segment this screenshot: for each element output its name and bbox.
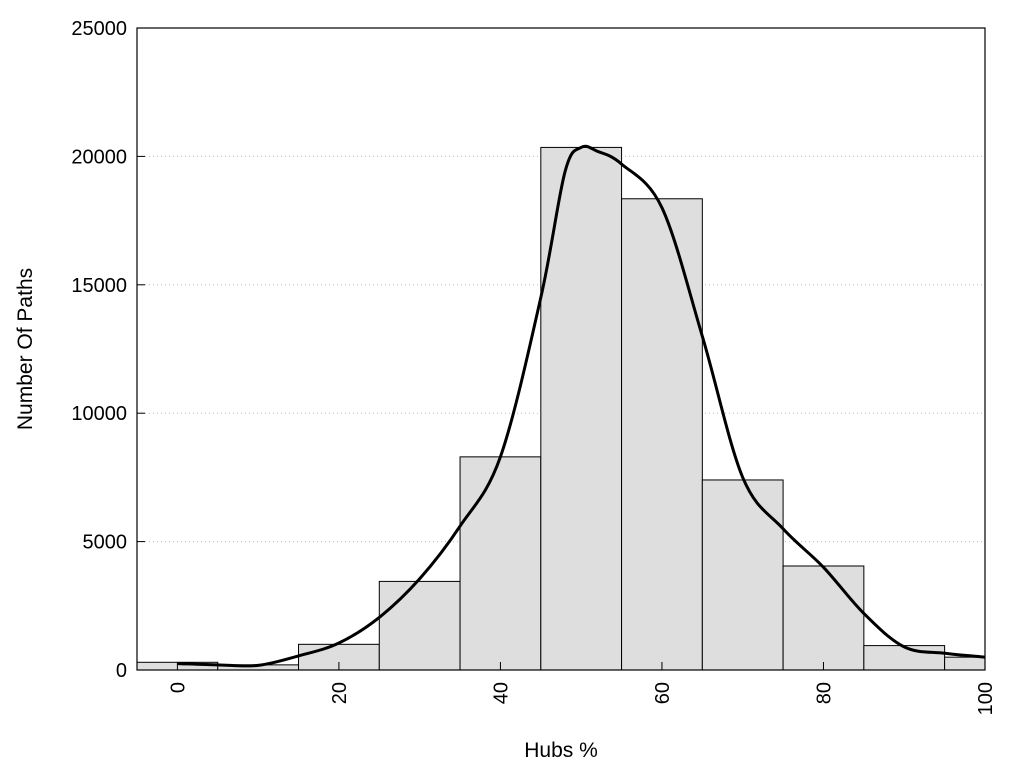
x-tick-label: 20 <box>329 682 351 704</box>
histogram-bar <box>540 146 623 671</box>
x-tick-label: 100 <box>975 682 997 715</box>
x-axis-ticks: 0 20 40 60 80 100 <box>167 662 997 715</box>
x-tick-label: 80 <box>813 682 835 704</box>
histogram-bar <box>621 198 703 671</box>
histogram-bar <box>944 656 986 671</box>
histogram-bar <box>863 645 946 671</box>
y-axis-label: Number Of Paths <box>14 268 37 430</box>
histogram-bar <box>378 580 461 671</box>
y-tick-label: 0 <box>116 660 127 682</box>
y-tick-label: 15000 <box>71 275 127 297</box>
y-axis-ticks: 0 5000 10000 15000 20000 25000 <box>71 18 145 682</box>
plot-frame <box>136 27 986 671</box>
y-tick-label: 20000 <box>71 146 127 168</box>
histogram-bars <box>136 146 986 671</box>
histogram-bar <box>459 456 542 671</box>
density-curve <box>177 144 986 668</box>
y-tick-label: 10000 <box>71 403 127 425</box>
y-tick-label: 25000 <box>71 18 127 40</box>
histogram-bar <box>782 565 865 671</box>
histogram-bar <box>701 479 784 671</box>
x-tick-label: 0 <box>167 682 189 693</box>
x-axis-label: Hubs % <box>524 739 598 762</box>
x-tick-label: 40 <box>490 682 512 704</box>
y-tick-label: 5000 <box>83 532 128 554</box>
x-tick-label: 60 <box>652 682 674 704</box>
